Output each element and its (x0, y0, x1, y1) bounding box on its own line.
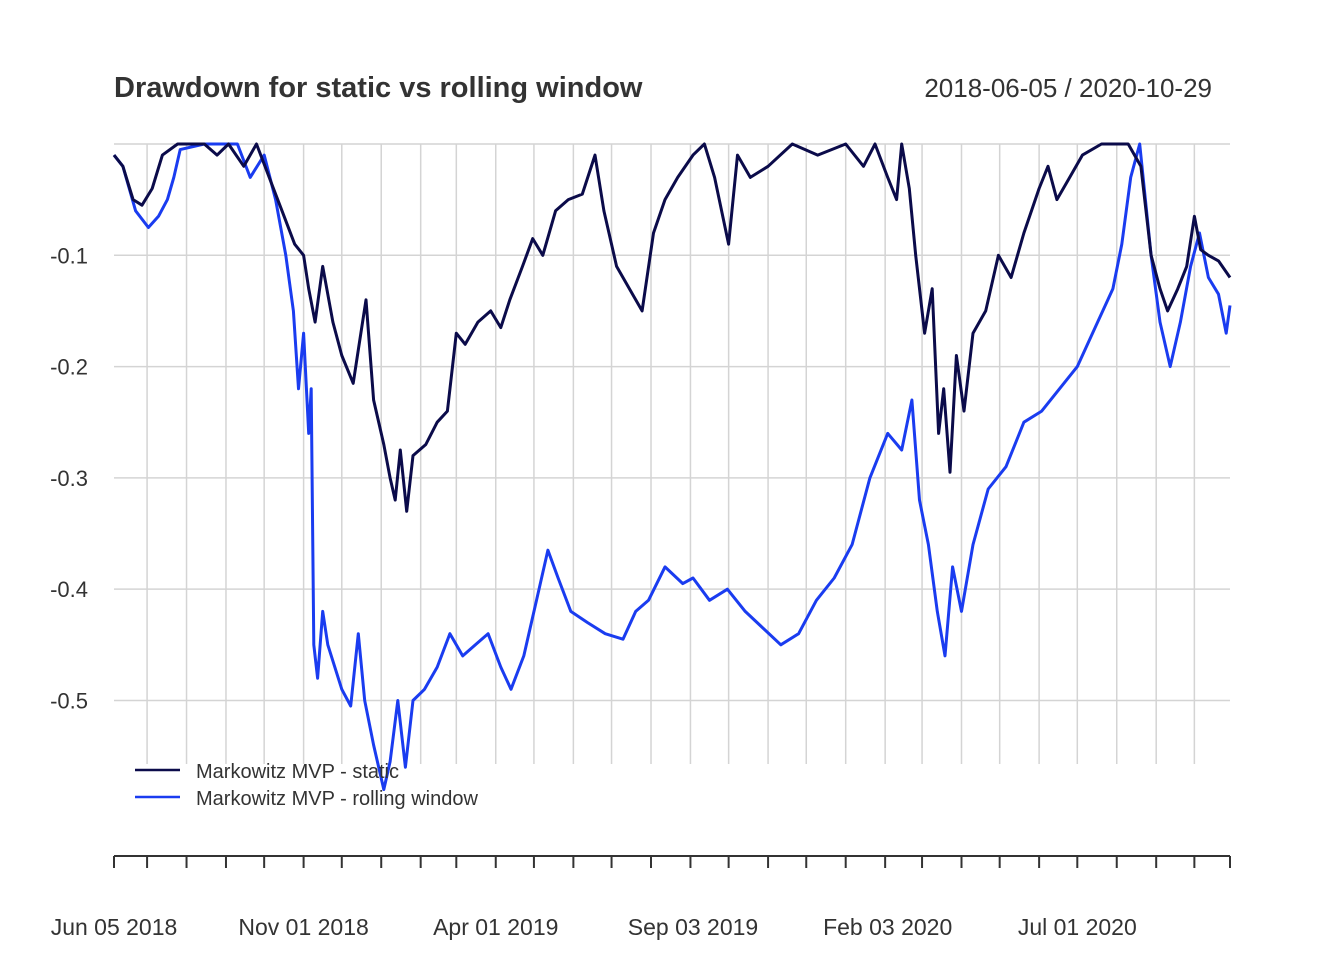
series-lines (112, 142, 1232, 791)
y-tick-label: -0.3 (50, 466, 88, 491)
x-tick-label: Sep 03 2019 (628, 914, 758, 940)
legend-label-static: Markowitz MVP - static (196, 761, 399, 783)
series-line-static (112, 142, 1232, 513)
x-tick-label: Nov 01 2018 (238, 914, 368, 940)
series-line-rolling (112, 142, 1232, 791)
legend: Markowitz MVP - static Markowitz MVP - r… (135, 761, 478, 810)
chart-date-range: 2018-06-05 / 2020-10-29 (924, 73, 1212, 103)
y-axis-tick-labels: -0.1 -0.2 -0.3 -0.4 -0.5 (50, 243, 88, 713)
y-tick-label: -0.5 (50, 688, 88, 713)
y-tick-label: -0.1 (50, 243, 88, 268)
y-tick-label: -0.2 (50, 355, 88, 380)
x-tick-label: Jul 01 2020 (1018, 914, 1137, 940)
chart-title: Drawdown for static vs rolling window (114, 72, 643, 104)
x-tick-label: Apr 01 2019 (433, 914, 558, 940)
y-tick-label: -0.4 (50, 577, 88, 602)
legend-label-rolling: Markowitz MVP - rolling window (196, 788, 478, 810)
x-tick-label: Jun 05 2018 (51, 914, 178, 940)
x-axis: Jun 05 2018 Nov 01 2018 Apr 01 2019 Sep 03 … (51, 855, 1231, 940)
x-tick-label: Feb 03 2020 (823, 914, 952, 940)
